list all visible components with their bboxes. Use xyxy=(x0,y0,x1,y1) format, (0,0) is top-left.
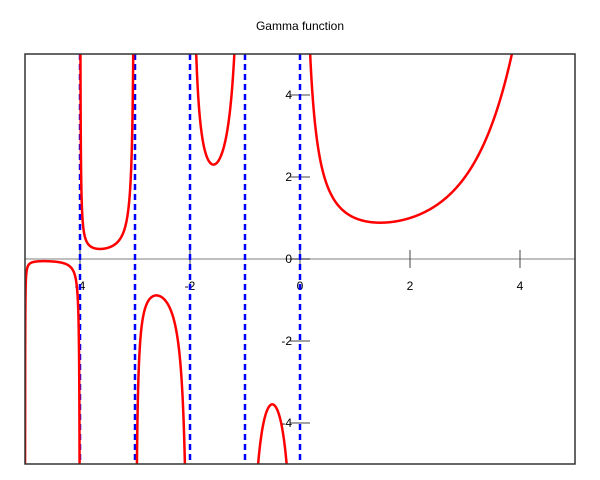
y-tick-label: 4 xyxy=(285,88,292,102)
gamma-curve-branch xyxy=(135,294,187,464)
plot-frame xyxy=(24,53,576,465)
x-tick-label: 2 xyxy=(407,279,414,293)
y-tick-label: -4 xyxy=(281,416,292,430)
y-tick-label: 0 xyxy=(285,252,292,266)
y-tick-label: -2 xyxy=(281,334,292,348)
gamma-curve-branch xyxy=(308,54,514,224)
gamma-curve-branch xyxy=(79,54,135,251)
x-tick-label: 4 xyxy=(517,279,524,293)
curves-group xyxy=(25,54,514,464)
gamma-curve-branch xyxy=(194,54,236,166)
gamma-curve-branch xyxy=(25,259,81,464)
chart-title: Gamma function xyxy=(255,19,345,33)
y-tick-label: 2 xyxy=(285,170,292,184)
gamma-curve-branch xyxy=(256,403,288,464)
